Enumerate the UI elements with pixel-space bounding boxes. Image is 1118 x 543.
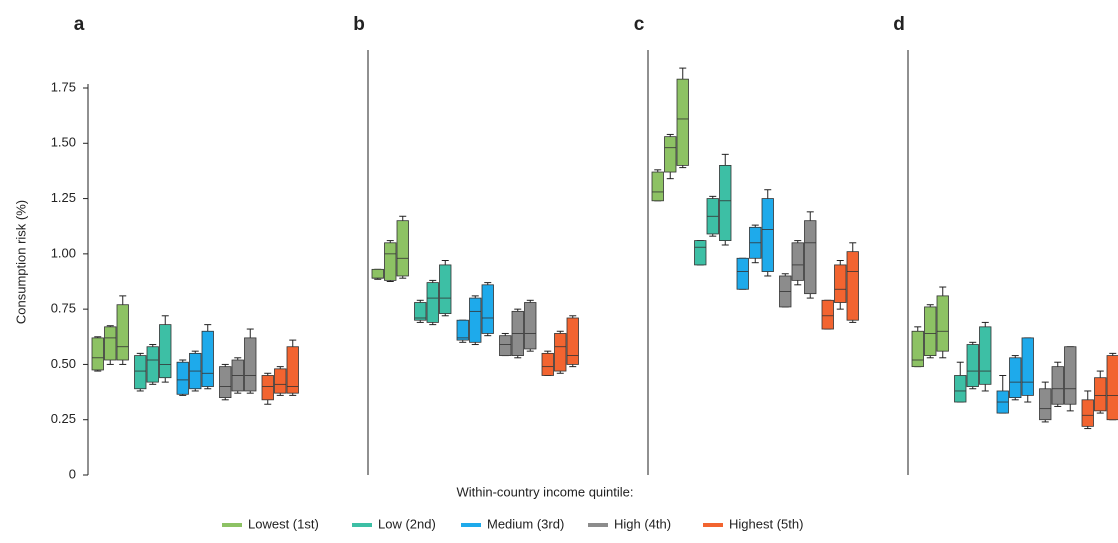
box <box>1021 337 1034 396</box>
box <box>244 337 257 392</box>
y-tick-label: 1.50 <box>51 135 76 150</box>
box <box>694 240 707 266</box>
box <box>384 242 397 281</box>
box <box>911 330 924 368</box>
panel-label: b <box>353 14 365 35</box>
legend-label: Medium (3rd) <box>487 516 564 531</box>
box <box>1039 388 1052 421</box>
box <box>676 78 689 166</box>
box <box>1064 346 1077 405</box>
box <box>736 257 749 290</box>
box <box>116 304 129 361</box>
box <box>371 268 384 279</box>
box <box>481 284 494 334</box>
box <box>134 355 147 390</box>
panel-label: c <box>634 14 645 35</box>
box <box>146 346 159 383</box>
panel-label: d <box>893 14 905 35</box>
legend-label: Highest (5th) <box>729 516 803 531</box>
box <box>219 366 232 399</box>
box <box>821 299 834 330</box>
box <box>1094 377 1107 412</box>
box <box>954 375 967 403</box>
box <box>936 295 949 352</box>
box <box>924 306 937 356</box>
box <box>791 242 804 281</box>
box <box>541 352 554 376</box>
box <box>846 251 859 321</box>
box <box>159 324 172 379</box>
box <box>524 302 537 350</box>
box <box>456 319 469 341</box>
box <box>979 326 992 385</box>
box <box>651 171 664 202</box>
legend-label: Low (2nd) <box>378 516 436 531</box>
y-tick-label: 1.00 <box>51 245 76 260</box>
box <box>1106 355 1118 421</box>
y-tick-label: 0 <box>69 466 76 481</box>
y-tick-label: 0.75 <box>51 301 76 316</box>
legend-label: Lowest (1st) <box>248 516 319 531</box>
box <box>104 326 117 361</box>
y-tick-label: 1.25 <box>51 190 76 205</box>
legend-title: Within-country income quintile: <box>456 484 633 499</box>
box <box>719 164 732 241</box>
panel-label: a <box>74 14 85 35</box>
y-tick-label: 0.25 <box>51 411 76 426</box>
box <box>274 368 287 394</box>
box <box>804 220 817 295</box>
box <box>1081 399 1094 427</box>
box <box>286 346 299 394</box>
box <box>414 302 427 321</box>
box <box>91 337 104 371</box>
box <box>1051 366 1064 405</box>
box <box>664 136 677 173</box>
box <box>761 198 774 272</box>
box <box>439 264 452 314</box>
box <box>426 282 439 323</box>
box <box>554 333 567 372</box>
box <box>966 344 979 387</box>
box <box>469 297 482 343</box>
box <box>566 317 579 365</box>
y-tick-label: 1.75 <box>51 79 76 94</box>
box <box>396 220 409 277</box>
box <box>261 375 274 401</box>
y-axis-label: Consumption risk (%) <box>13 200 28 324</box>
box <box>176 361 189 395</box>
legend-label: High (4th) <box>614 516 671 531</box>
box <box>499 335 512 356</box>
box <box>1009 357 1022 398</box>
box <box>834 264 847 303</box>
box <box>201 330 214 387</box>
y-tick-label: 0.50 <box>51 356 76 371</box>
